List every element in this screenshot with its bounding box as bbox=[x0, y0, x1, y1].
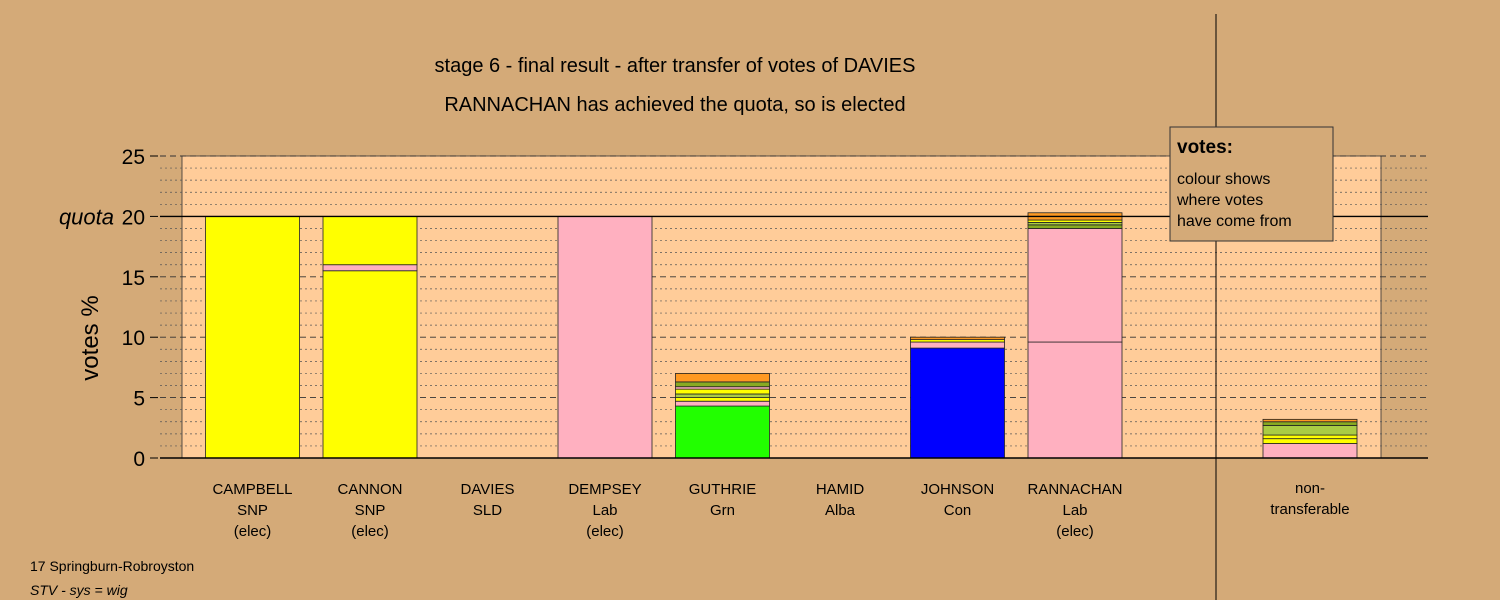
legend-line: where votes bbox=[1176, 192, 1263, 209]
x-tick-label: SLD bbox=[473, 502, 502, 519]
legend-title: votes: bbox=[1177, 137, 1233, 158]
x-tick-label: GUTHRIE bbox=[689, 481, 757, 498]
bar-segment bbox=[675, 373, 770, 383]
bar-segment bbox=[322, 215, 418, 266]
bar-segment bbox=[910, 341, 1005, 349]
axes: 0 5 10 15 20 25 quota bbox=[59, 14, 1428, 600]
ward-label: 17 Springburn-Robroyston bbox=[30, 558, 195, 574]
bar-segment bbox=[910, 347, 1005, 459]
x-tick-labels: CAMPBELL SNP (elec) CANNON SNP (elec) DAVIES SL… bbox=[212, 480, 1349, 540]
x-tick-label: (elec) bbox=[234, 523, 272, 540]
x-tick-label: (elec) bbox=[351, 523, 389, 540]
y-tick-label: 10 bbox=[122, 327, 145, 350]
x-tick-label: non- bbox=[1295, 480, 1325, 497]
legend-box bbox=[1169, 126, 1334, 242]
x-tick-label: JOHNSON bbox=[921, 481, 994, 498]
bar-segment bbox=[1262, 434, 1358, 440]
x-tick-label: CAMPBELL bbox=[212, 481, 292, 498]
chart-title: stage 6 - final result - after transfer … bbox=[435, 55, 916, 77]
system-label: STV - sys = wig bbox=[30, 582, 128, 598]
y-tick-label: 15 bbox=[122, 267, 145, 290]
x-tick-label: HAMID bbox=[816, 481, 865, 498]
bar-segment bbox=[1262, 438, 1358, 444]
bar-segment bbox=[1027, 341, 1123, 459]
x-tick-label: DEMPSEY bbox=[568, 481, 641, 498]
x-tick-label: Con bbox=[944, 502, 972, 519]
bar-segment bbox=[1262, 421, 1358, 426]
x-tick-label: RANNACHAN bbox=[1027, 481, 1122, 498]
bar-segment bbox=[322, 270, 418, 459]
x-tick-label: SNP bbox=[237, 502, 268, 519]
bar-segment bbox=[557, 215, 653, 459]
bar-segment bbox=[1027, 228, 1123, 343]
legend-line: colour shows bbox=[1177, 171, 1270, 188]
x-tick-label: transferable bbox=[1270, 501, 1349, 518]
x-tick-label: Grn bbox=[710, 502, 735, 519]
bar-segment bbox=[675, 393, 770, 399]
x-tick-label: DAVIES bbox=[461, 481, 515, 498]
bar-segment bbox=[675, 397, 770, 402]
bar-segment bbox=[675, 381, 770, 388]
bar-segment bbox=[1027, 224, 1123, 229]
y-tick-label: 20 bbox=[122, 206, 145, 229]
bar-segment bbox=[322, 264, 418, 272]
y-axis-label: votes % bbox=[77, 295, 104, 380]
x-tick-label: SNP bbox=[355, 502, 386, 519]
x-tick-label: (elec) bbox=[1056, 523, 1094, 540]
x-tick-label: Alba bbox=[825, 502, 856, 519]
legend-line: have come from bbox=[1177, 213, 1292, 230]
bar-segment bbox=[675, 388, 770, 395]
bar-segment bbox=[1262, 424, 1358, 436]
bar-segment bbox=[910, 336, 1005, 341]
bar-segment bbox=[675, 405, 770, 459]
bar-segment bbox=[675, 400, 770, 407]
bar-segment bbox=[1262, 418, 1358, 423]
right-margin bbox=[1381, 156, 1428, 458]
x-tick-label: Lab bbox=[1062, 502, 1087, 519]
quota-label: quota bbox=[59, 204, 114, 229]
x-tick-label: CANNON bbox=[337, 481, 402, 498]
x-tick-label: (elec) bbox=[586, 523, 624, 540]
x-tick-label: Lab bbox=[592, 502, 617, 519]
bars bbox=[205, 212, 1358, 459]
bar-segment bbox=[205, 215, 300, 459]
y-tick-label: 5 bbox=[133, 388, 145, 411]
y-tick-label: 0 bbox=[133, 448, 145, 471]
bar-segment bbox=[1262, 443, 1358, 459]
legend: votes: colour shows where votes have com… bbox=[1169, 126, 1334, 242]
y-tick-label: 25 bbox=[122, 146, 145, 169]
chart-subtitle: RANNACHAN has achieved the quota, so is … bbox=[444, 94, 905, 116]
